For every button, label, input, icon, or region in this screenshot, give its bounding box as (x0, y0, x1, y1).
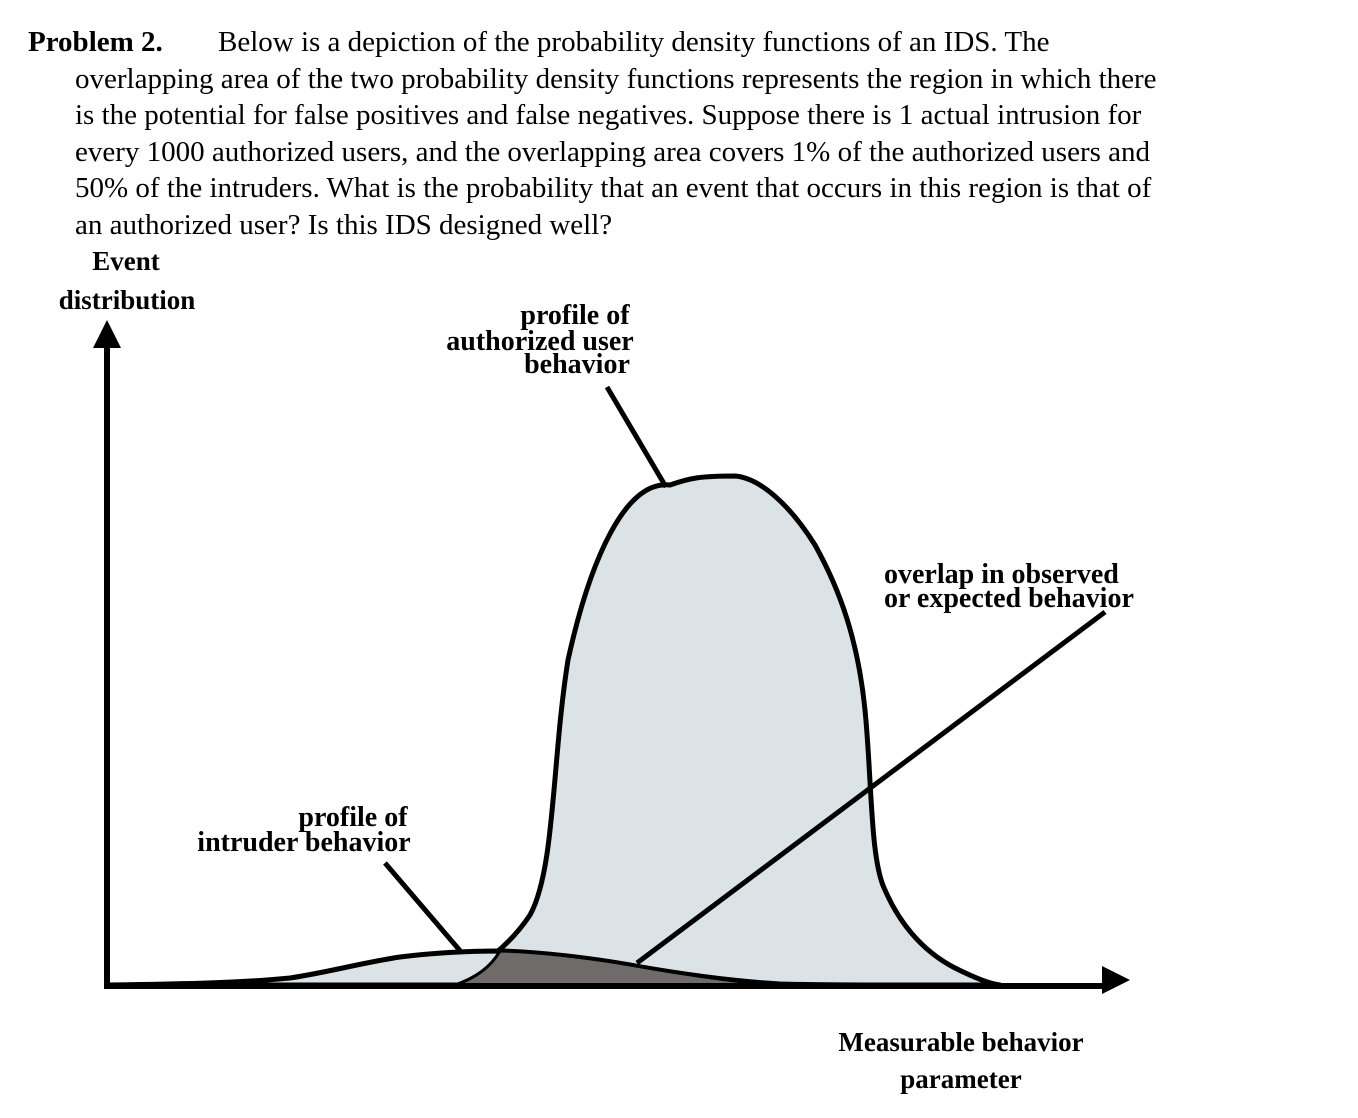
problem-first-line: Problem 2. Below is a depiction of the pr… (28, 24, 1328, 61)
problem-text-line-2: overlapping area of the two probability … (75, 62, 1157, 95)
y-axis-label-line-1: Event (92, 246, 160, 276)
intruder-pointer-line (383, 861, 464, 955)
authorized-user-curve (437, 473, 1003, 988)
overlap-label-line-2: or expected behavior (884, 583, 1134, 614)
overlap-region (453, 949, 772, 987)
problem-text-line-6: an authorized user? Is this IDS designed… (75, 208, 613, 241)
authorized-pointer-line (604, 385, 669, 489)
authorized-label-line-2: authorized user (446, 326, 633, 357)
authorized-label-line-3: behavior (524, 349, 630, 380)
intruder-label-line-1: profile of (298, 802, 408, 833)
intruder-label-line-2: intruder behavior (197, 827, 410, 858)
x-axis-arrowhead (1102, 966, 1130, 994)
problem-label: Problem 2. (28, 26, 163, 58)
x-axis-label-line-1: Measurable behavior (838, 1027, 1083, 1057)
y-axis-arrowhead (93, 320, 121, 348)
y-axis-label-line-2: distribution (59, 285, 196, 315)
overlap-label-line-1: overlap in observed (884, 559, 1119, 590)
authorized-label-line-1: profile of (520, 300, 630, 331)
problem-text-line-5: 50% of the intruders. What is the probab… (75, 172, 1152, 204)
problem-text-line-1: Below is a depiction of the probability … (218, 26, 1050, 58)
x-axis-label-line-2: parameter (900, 1064, 1021, 1094)
problem-text-line-4: every 1000 authorized users, and the ove… (75, 135, 1151, 168)
problem-statement: Problem 2. Below is a depiction of the pr… (28, 24, 1328, 243)
overlap-pointer-line (635, 610, 1107, 965)
problem-text-line-3: is the potential for false positives and… (75, 99, 1142, 131)
